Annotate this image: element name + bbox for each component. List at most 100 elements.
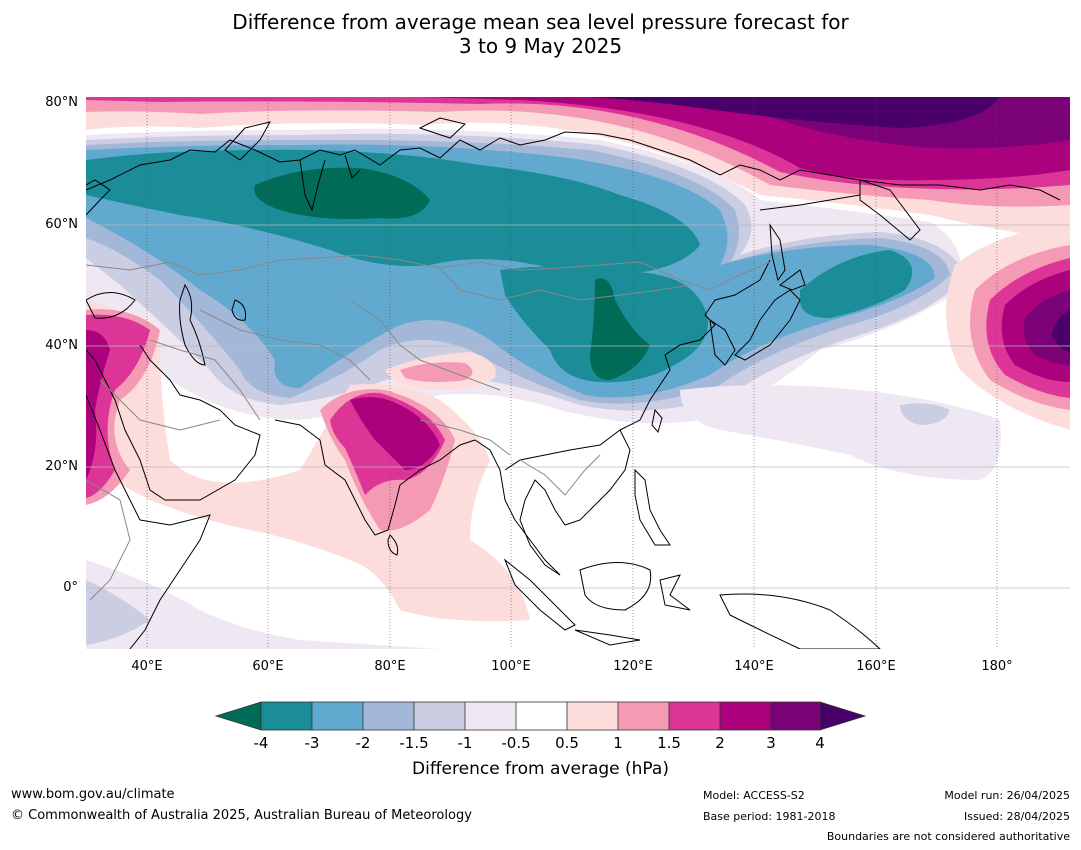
contour-tibet-pos-2 — [400, 362, 473, 383]
contour-pacific-pos-6 — [1052, 310, 1070, 352]
colorbar-tick-label: 2 — [715, 734, 725, 752]
country-borders — [86, 254, 771, 601]
coastline-new-guinea — [719, 593, 881, 649]
coastline-scandinavia — [86, 179, 111, 216]
contour-china-neg-6 — [590, 278, 650, 380]
colorbar-swatch — [363, 702, 414, 730]
lon-label: 120°E — [613, 659, 653, 674]
colorbar-tick-label: -4 — [253, 734, 269, 752]
footer-model-run: Model run: 26/04/2025 — [944, 789, 1070, 802]
colorbar-tick-label: -3 — [304, 734, 320, 752]
coastline-kamchatka — [859, 179, 921, 241]
coastlines — [86, 117, 1061, 649]
footer-base-period: Base period: 1981-2018 — [703, 810, 836, 823]
colorbar-swatch — [516, 702, 567, 730]
map-title-line2: 3 to 9 May 2025 — [458, 34, 623, 58]
colorbar-swatch — [312, 702, 363, 730]
coastline-arabia — [86, 344, 261, 501]
colorbar-tick-label: 1.5 — [657, 734, 681, 752]
map-field — [86, 97, 1070, 649]
coastline-caspian — [179, 283, 206, 366]
coastline-arctic — [86, 131, 1061, 201]
colorbar-tick-label: -1.5 — [399, 734, 429, 752]
coastline-malay — [519, 519, 561, 576]
lat-label: 60°N — [45, 217, 78, 232]
colorbar-swatch — [261, 702, 312, 730]
lon-label: 80°E — [374, 659, 406, 674]
contour-south-neg-2 — [86, 580, 150, 645]
coastline-borneo — [579, 562, 652, 611]
contour-arctic-pos-6 — [590, 97, 1000, 128]
colorbar-swatch — [414, 702, 465, 730]
coastline-india — [274, 419, 476, 536]
colorbar-tick-label: 0.5 — [555, 734, 579, 752]
lon-label: 100°E — [491, 659, 531, 674]
coastline-yenisei-gulf — [344, 154, 361, 179]
coastline-novaya-zemlya — [224, 121, 271, 161]
colorbar-swatch — [618, 702, 669, 730]
map-title-line1: Difference from average mean sea level p… — [232, 10, 849, 34]
coastline-black-sea — [86, 292, 136, 319]
border-africa — [86, 479, 131, 601]
footer-disclaimer: Boundaries are not considered authoritat… — [826, 830, 1070, 843]
coastline-sakhalin — [769, 223, 786, 282]
colorbar-swatch — [669, 702, 720, 730]
coastline-sri-lanka — [387, 534, 399, 556]
contour-arabia-pos-4 — [86, 330, 110, 480]
border-mongolia — [439, 267, 691, 301]
colorbar-outline — [260, 701, 821, 731]
colorbar-swatch — [720, 702, 771, 730]
colorbar-tick-label: -2 — [355, 734, 371, 752]
coastline-indochina — [504, 429, 631, 526]
border-china-west — [349, 299, 501, 391]
border-india-nepal — [419, 419, 511, 456]
colorbar-tick-label: -1 — [457, 734, 473, 752]
coastline-java — [574, 629, 641, 646]
lat-label: 0° — [63, 580, 78, 595]
border-iran — [149, 339, 261, 421]
lon-label: 160°E — [856, 659, 896, 674]
footer-issued: Issued: 28/04/2025 — [963, 810, 1070, 823]
coastline-red-sea — [86, 394, 141, 521]
contour-india-pos-4 — [350, 396, 440, 470]
coastline-korea — [709, 318, 736, 366]
contour-pacific-neg-5 — [800, 250, 913, 318]
footer-copyright: © Commonwealth of Australia 2025, Austra… — [11, 808, 472, 823]
border-arabia — [99, 379, 221, 431]
contour-kuroshio-neg-2 — [900, 403, 950, 425]
lat-label: 40°N — [45, 338, 78, 353]
lon-label: 40°E — [131, 659, 163, 674]
lon-label: 140°E — [734, 659, 774, 674]
coastline-okhotsk — [759, 194, 861, 211]
coastline-japan — [734, 289, 801, 361]
coastline-sumatra — [503, 558, 576, 631]
footer-url[interactable]: www.bom.gov.au/climate — [11, 787, 175, 802]
footer-model: Model: ACCESS-S2 — [703, 789, 805, 802]
colorbar-arrow-low — [214, 701, 262, 731]
coastline-severnaya — [418, 117, 467, 139]
border-indochina — [519, 454, 601, 496]
colorbar-swatch — [465, 702, 516, 730]
coastline-ob-gulf — [299, 159, 326, 212]
border-central-asia — [199, 309, 371, 381]
coastline-horn-africa — [129, 514, 211, 649]
coastline-philippines — [634, 468, 671, 546]
coastline-sulawesi — [659, 574, 691, 611]
colorbar-tick-label: -0.5 — [501, 734, 531, 752]
colorbar-swatch — [771, 702, 820, 730]
lat-label: 80°N — [45, 95, 78, 110]
colorbar-swatch — [567, 702, 618, 730]
coastline-hokkaido — [779, 269, 806, 291]
gridlines — [86, 97, 1070, 649]
contour-siberia-neg-6 — [254, 167, 430, 219]
lat-label: 20°N — [45, 459, 78, 474]
colorbar-tick-label: 1 — [613, 734, 623, 752]
lon-label: 180° — [981, 659, 1013, 674]
coastline-aral — [231, 299, 246, 321]
lon-label: 60°E — [252, 659, 284, 674]
contour-india-pos-1 — [86, 300, 530, 622]
colorbar — [214, 701, 867, 731]
coastline-taiwan — [651, 408, 663, 434]
colorbar-title: Difference from average (hPa) — [412, 759, 669, 779]
